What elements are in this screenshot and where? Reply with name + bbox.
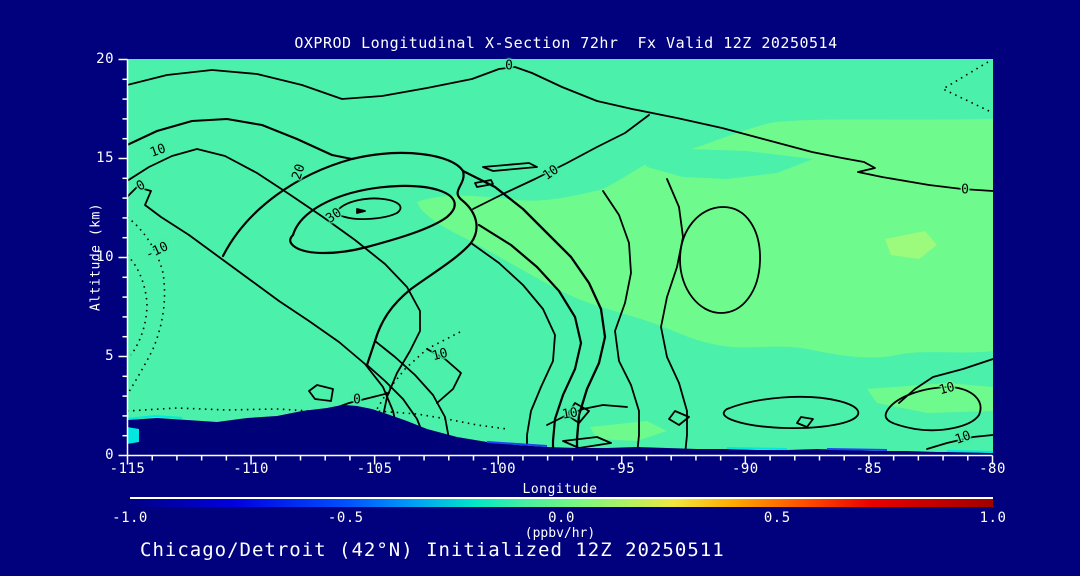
ground-level-marker: [127, 427, 139, 444]
x-tick-label: -100: [480, 461, 517, 477]
y-tick-label: 0: [105, 446, 114, 463]
x-tick-label: -110: [233, 461, 269, 477]
field-wedge: [640, 149, 813, 179]
colorbar-units: (ppbv/hr): [524, 526, 596, 541]
x-axis-label: Longitude: [522, 482, 598, 497]
colorbar-tick-label: 0.5: [763, 510, 791, 526]
filled-regions: [417, 119, 993, 441]
contour-label: 0: [353, 392, 361, 408]
y-tick-label: 5: [105, 347, 114, 364]
colorbar-tick-label: 0.0: [548, 510, 575, 526]
terrain: [127, 405, 993, 455]
dotted-contours: [127, 61, 990, 430]
x-tick-label: -80: [979, 461, 1006, 477]
colorbar-tick-label: 1.0: [979, 510, 1007, 526]
contour-plot: [127, 59, 993, 455]
contour-label: 0: [961, 182, 969, 198]
axis-ticks: [118, 58, 994, 465]
colorbar-tick-label: -0.5: [327, 510, 364, 526]
terrain-edge-blue: [486, 441, 888, 451]
terrain-edge-cyan: [127, 414, 993, 453]
x-tick-label: -105: [356, 461, 393, 477]
x-tick-label: -115: [109, 461, 146, 477]
chart-caption: Chicago/Detroit (42°N) Initialized 12Z 2…: [140, 539, 725, 561]
y-tick-label: 20: [96, 50, 114, 67]
high-fill-patch: [885, 231, 937, 259]
x-tick-label: -85: [855, 461, 883, 477]
chart-title: OXPROD Longitudinal X-Section 72hr Fx Va…: [294, 34, 838, 52]
contour-label: 0: [505, 58, 513, 74]
y-tick-label: 10: [96, 248, 114, 265]
colorbar-tick-label: -1.0: [112, 510, 148, 526]
x-tick-label: -95: [608, 461, 636, 477]
colorbar: [130, 497, 993, 507]
x-tick-label: -90: [731, 461, 759, 477]
y-tick-label: 15: [96, 149, 114, 166]
